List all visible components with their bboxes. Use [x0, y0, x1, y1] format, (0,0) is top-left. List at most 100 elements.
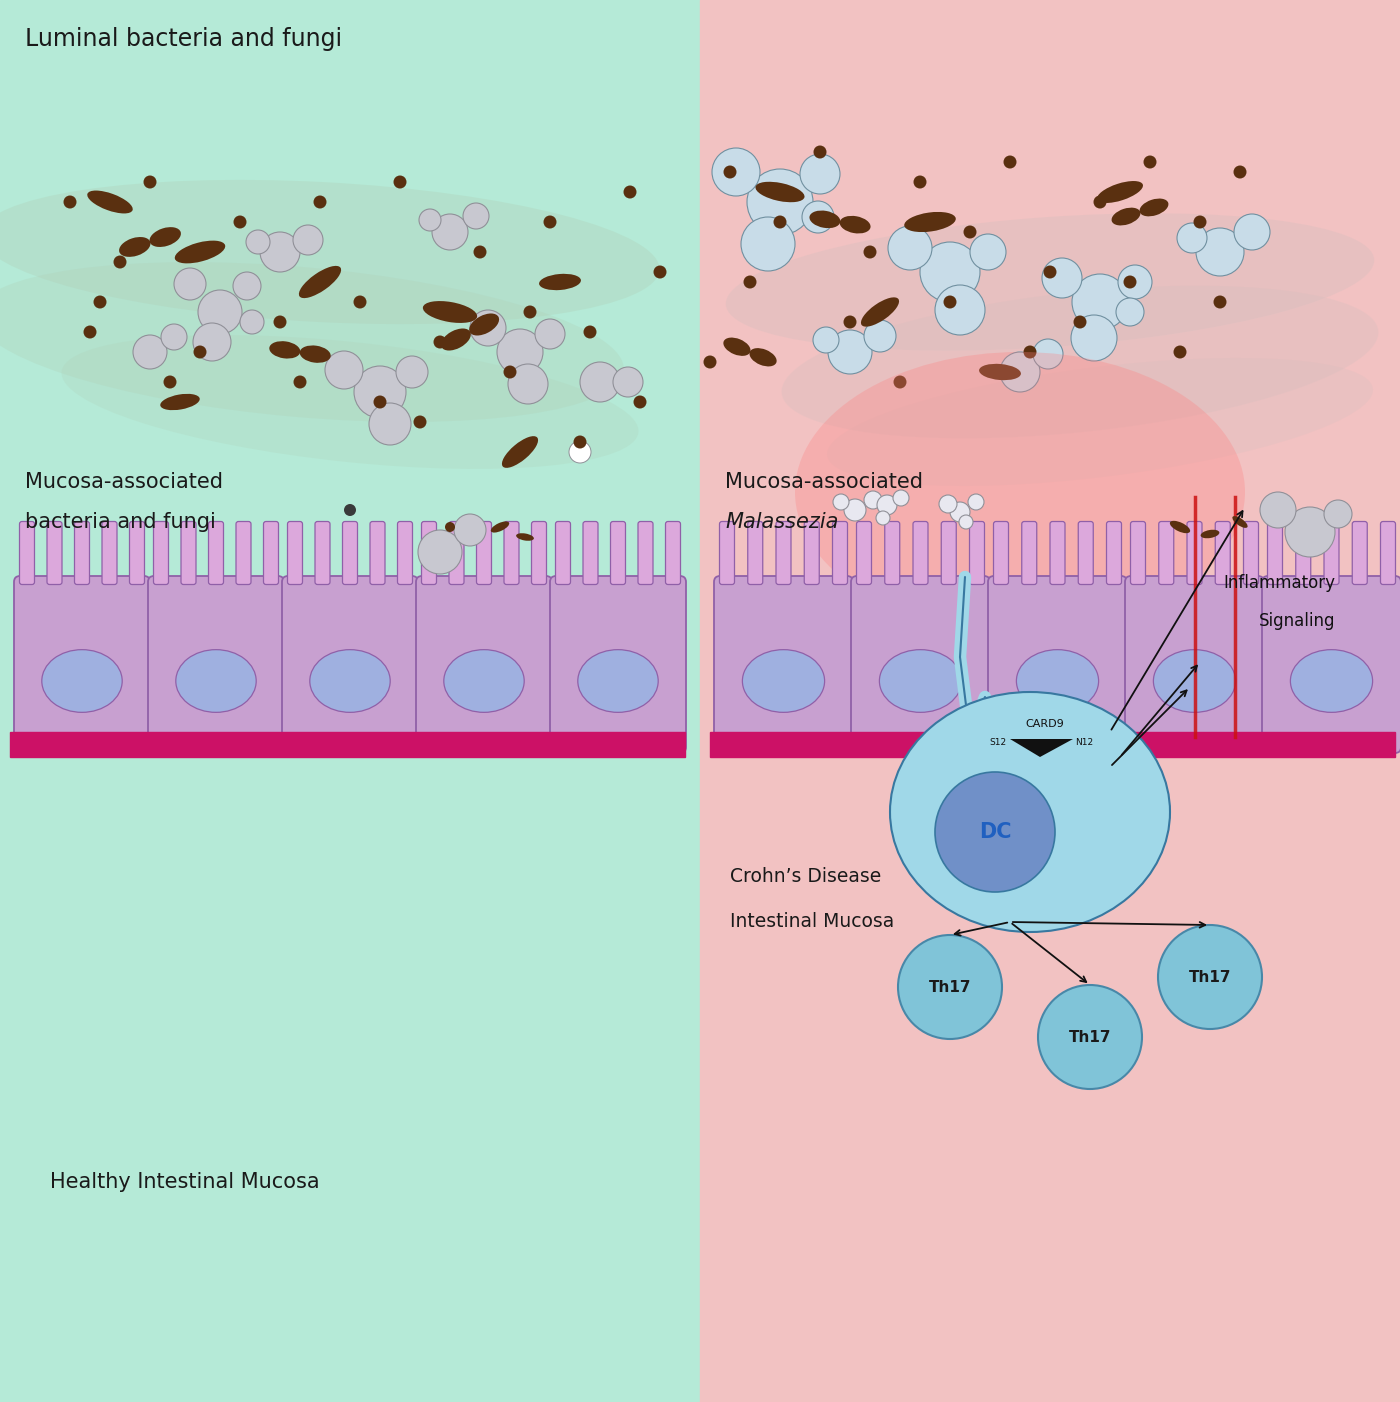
Ellipse shape: [864, 245, 876, 258]
Circle shape: [876, 495, 897, 515]
Ellipse shape: [543, 216, 557, 229]
FancyBboxPatch shape: [449, 522, 463, 585]
FancyBboxPatch shape: [1296, 522, 1310, 585]
FancyBboxPatch shape: [1126, 576, 1264, 753]
FancyBboxPatch shape: [102, 522, 118, 585]
FancyBboxPatch shape: [74, 522, 90, 585]
Bar: [700, 0, 1400, 1402]
Ellipse shape: [742, 649, 825, 712]
Ellipse shape: [1004, 156, 1016, 168]
FancyBboxPatch shape: [20, 522, 35, 585]
Ellipse shape: [503, 436, 538, 468]
FancyBboxPatch shape: [885, 522, 900, 585]
Ellipse shape: [63, 195, 77, 209]
Circle shape: [246, 230, 270, 254]
Ellipse shape: [574, 436, 587, 449]
Circle shape: [568, 442, 591, 463]
Circle shape: [193, 322, 231, 360]
Circle shape: [833, 494, 848, 510]
Ellipse shape: [234, 216, 246, 229]
Circle shape: [325, 350, 363, 388]
Ellipse shape: [175, 241, 225, 264]
FancyBboxPatch shape: [1261, 576, 1400, 753]
FancyBboxPatch shape: [1130, 522, 1145, 585]
Circle shape: [802, 200, 834, 233]
Circle shape: [354, 366, 406, 418]
FancyBboxPatch shape: [48, 522, 62, 585]
FancyBboxPatch shape: [129, 522, 144, 585]
Text: Healthy Intestinal Mucosa: Healthy Intestinal Mucosa: [50, 1172, 319, 1192]
Ellipse shape: [314, 195, 326, 209]
Circle shape: [888, 226, 932, 271]
FancyBboxPatch shape: [1106, 522, 1121, 585]
Circle shape: [844, 499, 867, 522]
Circle shape: [959, 515, 973, 529]
FancyBboxPatch shape: [476, 522, 491, 585]
Ellipse shape: [584, 325, 596, 338]
Ellipse shape: [0, 262, 624, 422]
FancyBboxPatch shape: [748, 522, 763, 585]
FancyBboxPatch shape: [833, 522, 847, 585]
Polygon shape: [1009, 739, 1072, 757]
Ellipse shape: [1043, 265, 1057, 279]
Ellipse shape: [444, 649, 524, 712]
FancyBboxPatch shape: [1050, 522, 1065, 585]
Ellipse shape: [309, 649, 391, 712]
Circle shape: [748, 170, 813, 236]
Ellipse shape: [1093, 195, 1106, 209]
FancyBboxPatch shape: [851, 576, 990, 753]
FancyBboxPatch shape: [237, 522, 251, 585]
FancyBboxPatch shape: [913, 522, 928, 585]
Circle shape: [799, 154, 840, 193]
Ellipse shape: [1123, 276, 1137, 289]
Ellipse shape: [913, 175, 927, 188]
FancyBboxPatch shape: [1267, 522, 1282, 585]
Ellipse shape: [1154, 649, 1236, 712]
Ellipse shape: [1291, 649, 1372, 712]
FancyBboxPatch shape: [988, 576, 1127, 753]
Circle shape: [970, 234, 1007, 271]
FancyBboxPatch shape: [1380, 522, 1396, 585]
Text: Crohn’s Disease: Crohn’s Disease: [729, 866, 881, 886]
Ellipse shape: [840, 216, 871, 234]
Circle shape: [535, 320, 566, 349]
Ellipse shape: [809, 210, 840, 229]
Text: Mucosa-associated: Mucosa-associated: [25, 472, 223, 492]
Circle shape: [1072, 273, 1128, 329]
FancyBboxPatch shape: [209, 522, 224, 585]
Circle shape: [197, 290, 242, 334]
Circle shape: [293, 224, 323, 255]
Circle shape: [1033, 339, 1063, 369]
Ellipse shape: [150, 227, 181, 247]
Ellipse shape: [441, 328, 470, 350]
Ellipse shape: [1214, 296, 1226, 308]
Circle shape: [419, 530, 462, 573]
FancyBboxPatch shape: [148, 576, 284, 753]
Text: Th17: Th17: [928, 980, 972, 994]
Ellipse shape: [963, 226, 977, 238]
Ellipse shape: [1144, 156, 1156, 168]
Ellipse shape: [393, 175, 406, 188]
FancyBboxPatch shape: [1215, 522, 1231, 585]
FancyBboxPatch shape: [1352, 522, 1368, 585]
Ellipse shape: [1112, 207, 1141, 226]
FancyBboxPatch shape: [416, 576, 552, 753]
Circle shape: [470, 310, 505, 346]
Circle shape: [1233, 215, 1270, 250]
Circle shape: [939, 495, 958, 513]
Ellipse shape: [904, 212, 956, 233]
FancyBboxPatch shape: [1159, 522, 1173, 585]
FancyBboxPatch shape: [665, 522, 680, 585]
Ellipse shape: [539, 273, 581, 290]
Ellipse shape: [524, 306, 536, 318]
Circle shape: [876, 510, 890, 524]
Circle shape: [897, 935, 1002, 1039]
Bar: [0, 0, 700, 1402]
Circle shape: [433, 215, 468, 250]
Circle shape: [864, 491, 882, 509]
Text: DC: DC: [979, 822, 1011, 843]
Ellipse shape: [1140, 199, 1169, 216]
Ellipse shape: [504, 366, 517, 379]
Circle shape: [344, 503, 356, 516]
Circle shape: [1000, 352, 1040, 393]
